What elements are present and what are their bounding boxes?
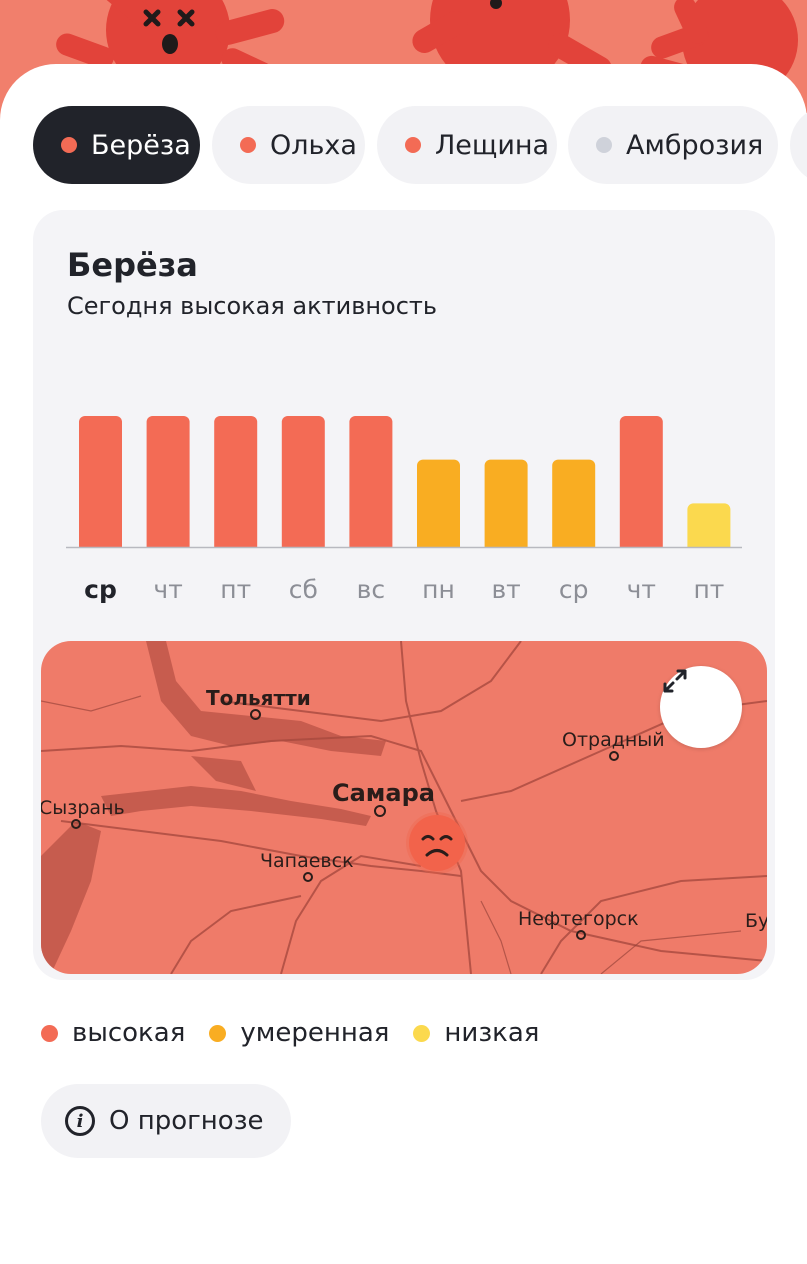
city-label-chapaevsk: Чапаевск: [260, 850, 354, 872]
plant-tabs: Берёза Ольха Лещина Амброзия: [33, 106, 807, 186]
chart-bar[interactable]: [619, 416, 663, 553]
expand-arrows-icon: [663, 669, 687, 693]
tab-label: Амброзия: [626, 129, 764, 161]
legend-item-moderate: умеренная: [209, 1018, 389, 1048]
city-label-bu: Бу: [745, 910, 767, 932]
legend-item-high: высокая: [41, 1018, 185, 1048]
tab-leshchina[interactable]: Лещина: [377, 106, 557, 184]
tab-ambroziya[interactable]: Амброзия: [568, 106, 778, 184]
city-dot: [71, 819, 81, 829]
legend-dot: [413, 1024, 431, 1042]
status-dot: [405, 137, 421, 153]
tab-label: Ольха: [270, 129, 357, 161]
weekday-label: пт: [693, 575, 724, 604]
chart-bar[interactable]: [281, 416, 325, 553]
city-label-neftegorsk: Нефтегорск: [518, 908, 639, 930]
chart-bar[interactable]: [349, 416, 393, 553]
city-label-otradny: Отрадный: [562, 729, 665, 751]
weekday-label: пн: [422, 575, 455, 604]
tab-more[interactable]: [790, 106, 807, 184]
weekday-label: ср: [84, 575, 117, 604]
legend-item-low: низкая: [413, 1018, 539, 1048]
info-icon: i: [65, 1106, 95, 1136]
weekday-label: ср: [559, 575, 589, 604]
city-dot: [303, 872, 313, 882]
activity-legend: высокая умеренная низкая: [41, 1015, 563, 1051]
legend-dot: [209, 1024, 227, 1042]
chart-baseline-mask: [33, 547, 775, 557]
tab-bereza[interactable]: Берёза: [33, 106, 200, 184]
card-subtitle: Сегодня высокая активность: [67, 292, 438, 320]
city-dot: [374, 805, 386, 817]
status-dot: [240, 137, 256, 153]
chart-bar[interactable]: [484, 459, 528, 553]
card-title: Берёза: [67, 246, 198, 284]
status-dot: [596, 137, 612, 153]
weekday-label: пт: [220, 575, 251, 604]
forecast-chart: ср чт пт сб вс пн вт ср чт пт: [33, 416, 775, 604]
weekday-label: вс: [357, 575, 385, 604]
legend-label: высокая: [72, 1018, 186, 1048]
tab-olha[interactable]: Ольха: [212, 106, 365, 184]
about-label: О прогнозе: [109, 1106, 264, 1136]
city-label-syzran: Сызрань: [41, 797, 125, 819]
legend-label: умеренная: [240, 1018, 390, 1048]
status-dot: [61, 137, 77, 153]
pollen-map[interactable]: Тольятти Отрадный Самара Сызрань Чапаевс…: [41, 641, 767, 974]
chart-bar[interactable]: [79, 416, 122, 553]
city-dot: [609, 751, 619, 761]
tab-label: Лещина: [435, 129, 550, 161]
map-terrain: [41, 641, 767, 974]
weekday-label: чт: [153, 575, 182, 604]
about-forecast-button[interactable]: i О прогнозе: [41, 1084, 291, 1158]
weekday-label: вт: [491, 575, 520, 604]
sad-face-icon[interactable]: [409, 815, 465, 871]
weekday-label: чт: [627, 575, 656, 604]
expand-map-button[interactable]: [660, 666, 742, 748]
city-label-tolyatti: Тольятти: [206, 686, 311, 710]
chart-bar[interactable]: [146, 416, 190, 553]
weekday-label: сб: [289, 575, 318, 604]
chart-bar[interactable]: [687, 503, 731, 553]
legend-label: низкая: [444, 1018, 540, 1048]
city-dot: [250, 709, 261, 720]
city-label-samara: Самара: [332, 779, 435, 807]
chart-bar[interactable]: [417, 459, 460, 553]
chart-bar[interactable]: [552, 459, 596, 553]
chart-bar[interactable]: [214, 416, 258, 553]
legend-dot: [41, 1024, 58, 1042]
tab-label: Берёза: [91, 129, 191, 161]
city-dot: [576, 930, 586, 940]
